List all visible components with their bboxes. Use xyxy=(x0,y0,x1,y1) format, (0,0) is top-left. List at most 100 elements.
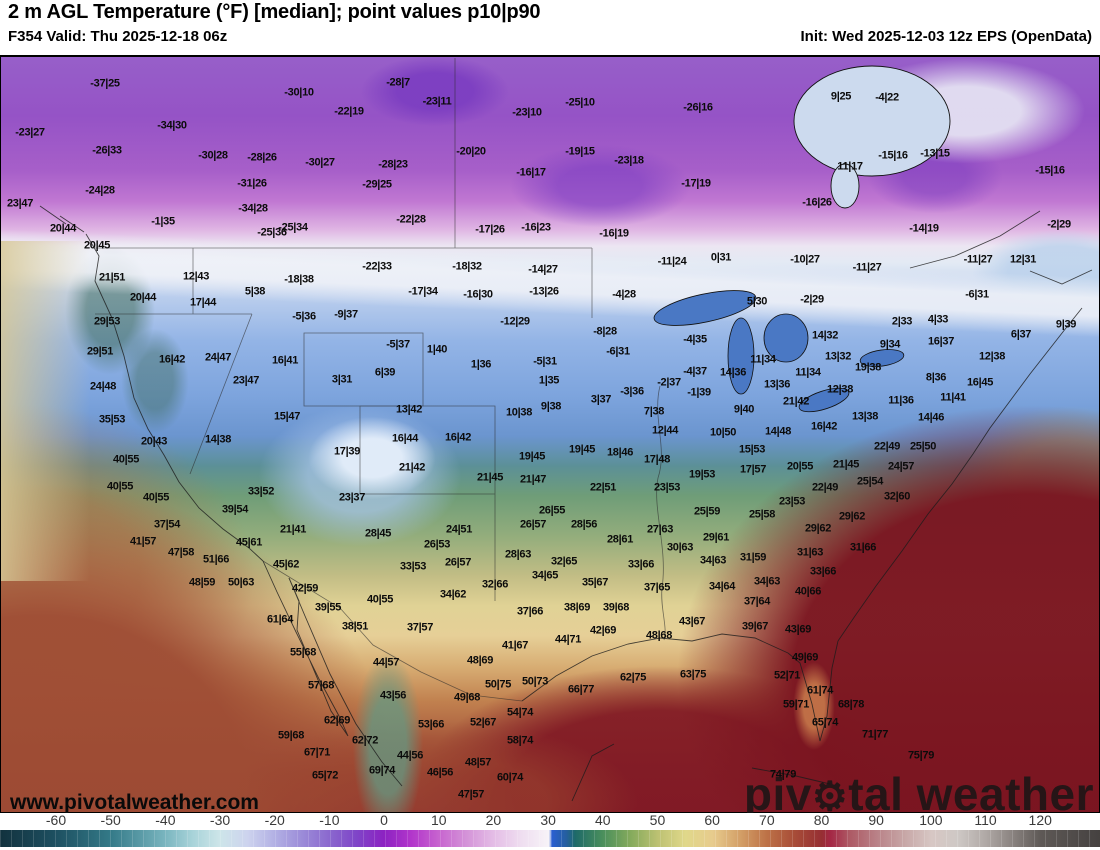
colorbar-tick: -40 xyxy=(155,812,176,828)
point-value-label: -28|7 xyxy=(386,76,410,89)
point-value-label: 12|43 xyxy=(182,270,210,283)
point-value-label: 14|36 xyxy=(719,366,747,379)
point-value-label: 16|41 xyxy=(271,354,299,367)
point-value-label: 16|45 xyxy=(966,376,994,389)
mississippi-river-path xyxy=(656,385,666,641)
point-value-label: 43|69 xyxy=(784,623,812,636)
valid-time-label: F354 Valid: Thu 2025-12-18 06z xyxy=(8,28,228,45)
point-value-label: 5|38 xyxy=(244,285,266,298)
point-value-label: 37|64 xyxy=(743,595,771,608)
point-value-label: -28|23 xyxy=(378,158,408,171)
point-value-label: -1|35 xyxy=(151,215,175,228)
colorbar-tick: -10 xyxy=(319,812,340,828)
point-value-label: 45|62 xyxy=(272,558,300,571)
point-value-label: 22|51 xyxy=(589,481,617,494)
point-value-label: 49|69 xyxy=(791,651,819,664)
point-value-label: 57|68 xyxy=(307,679,335,692)
point-value-label: 61|74 xyxy=(806,684,834,697)
point-value-label: 32|65 xyxy=(550,555,578,568)
point-value-label: 11|34 xyxy=(795,366,821,379)
point-value-label: 9|38 xyxy=(540,400,562,413)
point-value-label: 18|46 xyxy=(606,446,634,459)
point-value-label: 54|74 xyxy=(506,706,534,719)
point-value-label: 10|50 xyxy=(709,426,737,439)
point-value-label: -4|28 xyxy=(612,288,636,301)
point-value-label: -16|17 xyxy=(516,166,546,179)
colorbar-tick: 10 xyxy=(430,812,447,828)
point-value-label: -15|16 xyxy=(878,149,908,162)
point-value-label: 9|25 xyxy=(830,90,852,103)
point-value-label: 16|42 xyxy=(444,431,472,444)
point-value-label: 7|38 xyxy=(643,405,665,418)
point-value-label: 47|57 xyxy=(457,788,485,801)
us-canada-border-path xyxy=(95,247,593,318)
point-value-label: 22|49 xyxy=(811,481,839,494)
point-value-label: 75|79 xyxy=(907,749,935,762)
point-value-label: 17|39 xyxy=(333,445,361,458)
colorbar-tick: 100 xyxy=(919,812,943,828)
point-value-label: 48|68 xyxy=(645,629,673,642)
point-value-label: 34|63 xyxy=(699,554,727,567)
point-value-label: 41|57 xyxy=(129,535,157,548)
point-value-label: 46|56 xyxy=(426,766,454,779)
point-value-label: 34|64 xyxy=(708,580,736,593)
point-value-label: 47|58 xyxy=(167,546,195,559)
colorbar-legend: -60 -50 -40 -30 -20 -10 0 10 20 30 40 50 60 70 80 90 100… xyxy=(0,813,1100,850)
point-value-label: 40|55 xyxy=(142,491,170,504)
point-value-label: 15|53 xyxy=(738,443,766,456)
point-value-label: 25|54 xyxy=(856,475,884,488)
point-value-label: 37|65 xyxy=(643,581,671,594)
point-value-label: 35|67 xyxy=(581,576,609,589)
point-value-label: 58|74 xyxy=(506,734,534,747)
point-value-label: -34|30 xyxy=(157,119,187,132)
point-value-label: -13|26 xyxy=(529,285,559,298)
point-value-label: 8|36 xyxy=(925,371,947,384)
lake-huron xyxy=(763,313,809,363)
colorbar-tick: 60 xyxy=(704,812,720,828)
point-value-label: 17|48 xyxy=(643,453,671,466)
point-value-label: 74|79 xyxy=(769,768,797,781)
point-value-label: 16|42 xyxy=(158,353,186,366)
point-value-label: -10|27 xyxy=(790,253,820,266)
point-value-label: 42|59 xyxy=(291,582,319,595)
page-title: 2 m AGL Temperature (°F) [median]; point… xyxy=(8,1,541,23)
point-value-label: 49|68 xyxy=(453,691,481,704)
point-value-label: 12|38 xyxy=(826,383,854,396)
point-value-label: 26|57 xyxy=(519,518,547,531)
point-value-label: 34|63 xyxy=(753,575,781,588)
point-value-label: 48|69 xyxy=(466,654,494,667)
point-value-label: -20|20 xyxy=(456,145,486,158)
watermark-url: www.pivotalweather.com xyxy=(10,791,259,814)
temperature-map[interactable]: -37|25 -23|27 -34|30 -26|33 -30|28 -28|26 -31|… xyxy=(0,55,1100,814)
point-value-label: 11|17 xyxy=(837,160,863,173)
point-value-label: -11|27 xyxy=(963,253,993,266)
point-value-label: 9|39 xyxy=(1055,318,1077,331)
point-value-label: 11|41 xyxy=(940,391,966,404)
vancouver-island-path xyxy=(39,205,85,233)
point-value-label: -30|10 xyxy=(284,86,314,99)
point-value-label: -2|29 xyxy=(1047,218,1071,231)
lake-superior xyxy=(653,290,757,326)
point-value-label: -31|26 xyxy=(237,177,267,190)
point-value-label: 52|67 xyxy=(469,716,497,729)
point-value-label: 4|33 xyxy=(927,313,949,326)
point-value-label: 20|44 xyxy=(129,291,157,304)
point-value-label: 52|71 xyxy=(773,669,801,682)
point-value-label: 26|55 xyxy=(538,504,566,517)
point-value-label: 25|59 xyxy=(693,505,721,518)
point-value-label: 31|59 xyxy=(739,551,767,564)
point-value-label: 45|61 xyxy=(235,536,263,549)
point-value-label: 28|61 xyxy=(606,533,634,546)
point-value-label: 3|37 xyxy=(590,393,612,406)
point-value-label: 34|65 xyxy=(531,569,559,582)
point-value-label: -29|25 xyxy=(362,178,392,191)
colorbar-tick: 120 xyxy=(1028,812,1052,828)
colorbar-tick: 70 xyxy=(759,812,775,828)
point-value-label: 43|67 xyxy=(678,615,706,628)
point-value-label: 28|56 xyxy=(570,518,598,531)
logo-text-right: tal weather xyxy=(848,768,1094,814)
point-value-label: 1|40 xyxy=(426,343,448,356)
james-bay xyxy=(830,163,860,209)
point-value-label: -25|10 xyxy=(565,96,595,109)
point-value-label: -23|27 xyxy=(15,126,45,139)
